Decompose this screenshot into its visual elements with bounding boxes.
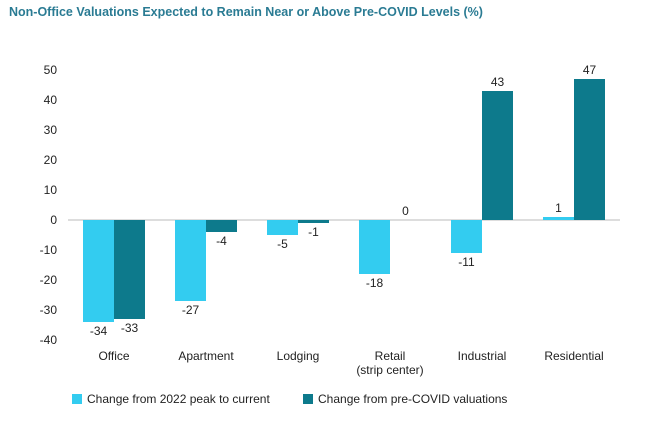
bar-precovid-1: [206, 220, 237, 232]
category-label: Retail: [375, 349, 406, 363]
legend-label-precovid: Change from pre-COVID valuations: [318, 392, 508, 406]
legend-item-peak: Change from 2022 peak to current: [72, 392, 270, 406]
y-tick-label: -20: [40, 273, 58, 287]
data-label-peak-0: -34: [90, 324, 108, 338]
data-label-precovid-4: 43: [491, 75, 505, 89]
category-label: Apartment: [178, 349, 234, 363]
data-label-peak-1: -27: [182, 303, 200, 317]
legend-label-peak: Change from 2022 peak to current: [87, 392, 270, 406]
bar-peak-5: [543, 217, 574, 220]
y-tick-label: 20: [44, 153, 58, 167]
y-tick-label: 30: [44, 123, 58, 137]
bar-peak-3: [359, 220, 390, 274]
category-label: Lodging: [277, 349, 320, 363]
data-label-precovid-1: -4: [216, 234, 227, 248]
y-tick-label: 50: [44, 63, 58, 77]
bar-peak-0: [83, 220, 114, 322]
bar-precovid-4: [482, 91, 513, 220]
y-tick-label: 10: [44, 183, 58, 197]
legend-swatch-precovid: [303, 394, 313, 404]
data-label-peak-2: -5: [277, 237, 288, 251]
y-tick-label: -10: [40, 243, 58, 257]
data-label-peak-5: 1: [555, 201, 562, 215]
data-label-precovid-0: -33: [121, 321, 139, 335]
data-label-precovid-3: 0: [402, 204, 409, 218]
bar-peak-1: [175, 220, 206, 301]
legend-swatch-peak: [72, 394, 82, 404]
bar-precovid-2: [298, 220, 329, 223]
bar-peak-4: [451, 220, 482, 253]
y-tick-label: 40: [44, 93, 58, 107]
y-tick-label: -30: [40, 303, 58, 317]
bar-precovid-0: [114, 220, 145, 319]
legend-item-precovid: Change from pre-COVID valuations: [303, 392, 507, 406]
y-tick-label: 0: [50, 213, 57, 227]
category-label: Office: [98, 349, 129, 363]
category-label: Residential: [544, 349, 603, 363]
bar-precovid-5: [574, 79, 605, 220]
data-label-precovid-5: 47: [583, 63, 597, 77]
data-label-peak-3: -18: [366, 276, 384, 290]
category-label: Industrial: [458, 349, 507, 363]
data-label-precovid-2: -1: [308, 225, 319, 239]
data-label-peak-4: -11: [458, 255, 475, 269]
category-label: (strip center): [356, 363, 423, 377]
chart-title: Non-Office Valuations Expected to Remain…: [9, 5, 483, 19]
y-tick-label: -40: [40, 333, 58, 347]
bar-peak-2: [267, 220, 298, 235]
